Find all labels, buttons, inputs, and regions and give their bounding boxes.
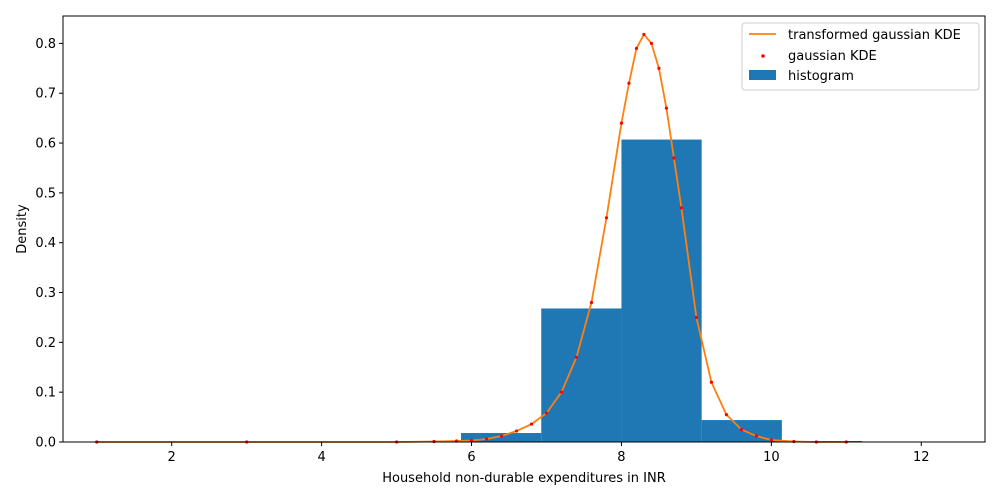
x-axis: 2 4 6 8 10 12 — [168, 442, 930, 465]
legend-box — [741, 22, 980, 91]
y-tick-label: 0.6 — [35, 137, 56, 152]
x-tick-label: 6 — [467, 450, 475, 465]
x-axis-label: Household non-durable expenditures in IN… — [382, 471, 666, 486]
kde-point — [627, 81, 631, 85]
plot-frame — [62, 15, 986, 443]
kde-point — [529, 422, 534, 426]
kde-point — [724, 412, 728, 417]
kde-point — [559, 390, 564, 394]
kde-point — [709, 380, 713, 384]
kde-point — [514, 429, 519, 433]
y-axis-label: Density — [15, 204, 30, 254]
kde-point — [604, 216, 609, 220]
histogram-bar-1 — [541, 308, 622, 442]
kde-point — [544, 411, 549, 415]
kde-point — [642, 32, 646, 37]
kde-point — [739, 427, 743, 432]
kde-line-group — [96, 32, 847, 443]
x-tick-label: 2 — [168, 450, 176, 465]
legend-label-line: transformed gaussian KDE — [788, 28, 961, 43]
kde-point — [499, 434, 504, 438]
y-tick-label: 0.7 — [35, 87, 56, 102]
y-tick-label: 0.8 — [35, 37, 56, 52]
y-tick-label: 0.0 — [35, 436, 56, 451]
kde-point — [634, 46, 639, 50]
kde-point — [484, 437, 489, 441]
kde-point — [769, 438, 773, 442]
legend-label-scatter: gaussian KDE — [788, 49, 877, 64]
kde-point — [619, 121, 624, 125]
histogram-bars — [461, 139, 863, 442]
y-tick-label: 0.2 — [35, 336, 56, 351]
legend-bar-swatch — [749, 70, 776, 80]
kde-point — [649, 41, 654, 46]
x-tick-label: 8 — [617, 450, 625, 465]
kde-point — [664, 106, 669, 110]
kde-point — [694, 315, 699, 320]
kde-point — [469, 438, 474, 443]
kde-point — [754, 434, 758, 438]
y-axis: 0.0 0.1 0.2 0.3 0.4 0.5 0.6 0.7 0.8 — [35, 37, 63, 451]
kde-points — [95, 32, 848, 444]
legend: transformed gaussian KDE gaussian KDE hi… — [741, 22, 980, 91]
x-tick-label: 4 — [317, 450, 325, 465]
y-tick-label: 0.4 — [35, 236, 56, 251]
legend-point-swatch — [761, 54, 765, 58]
legend-label-hist: histogram — [788, 69, 854, 84]
transformed-kde-line — [96, 32, 847, 443]
kde-point — [574, 355, 579, 359]
histogram-bar-2 — [621, 139, 702, 442]
kde-point — [672, 156, 676, 160]
kde-point — [657, 66, 661, 70]
x-tick-label: 10 — [763, 450, 780, 465]
x-tick-label: 12 — [913, 450, 930, 465]
kde-point — [679, 206, 684, 210]
kde-point — [589, 300, 594, 305]
plot-area — [95, 32, 863, 444]
y-tick-label: 0.1 — [35, 386, 56, 401]
y-tick-label: 0.3 — [35, 286, 56, 301]
y-tick-label: 0.5 — [35, 186, 56, 201]
